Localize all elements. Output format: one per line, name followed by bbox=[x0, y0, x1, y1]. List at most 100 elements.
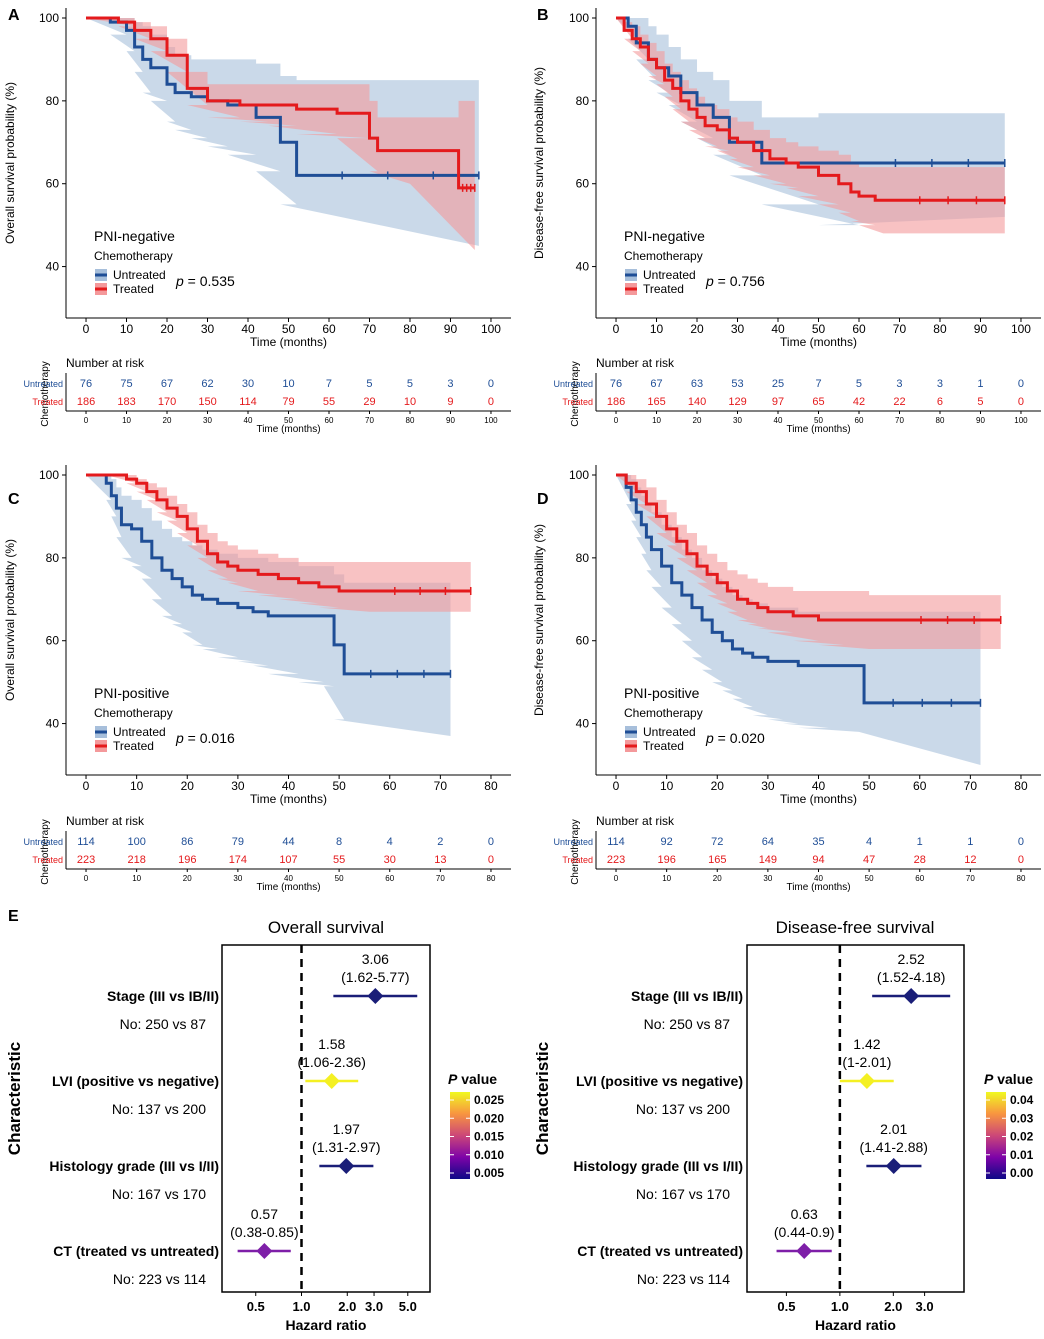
y-tick-label: 80 bbox=[46, 551, 60, 565]
x-tick-label: 20 bbox=[181, 779, 195, 793]
risk-value: 1 bbox=[977, 378, 983, 390]
ci-value-label: (1.52-4.18) bbox=[877, 969, 945, 985]
x-axis-title: Time (months) bbox=[780, 335, 857, 349]
risk-value: 25 bbox=[772, 378, 784, 390]
risk-value: 114 bbox=[77, 836, 95, 848]
risk-value: 63 bbox=[691, 378, 703, 390]
hr-point bbox=[903, 988, 920, 1004]
colorbar-tick-label: 0.00 bbox=[1010, 1166, 1034, 1180]
risk-value: 3 bbox=[447, 378, 453, 390]
risk-value: 62 bbox=[201, 378, 213, 390]
ci-band-treated bbox=[616, 475, 1001, 649]
risk-x-tick-label: 40 bbox=[814, 874, 823, 883]
colorbar-tick-label: 0.04 bbox=[1010, 1093, 1034, 1107]
risk-value: 7 bbox=[815, 378, 821, 390]
risk-table-title: Number at risk bbox=[66, 814, 145, 828]
risk-row-label: Treated bbox=[562, 397, 593, 407]
survival-curve-treated bbox=[86, 473, 471, 593]
risk-value: 72 bbox=[711, 836, 723, 848]
risk-x-tick-label: 20 bbox=[693, 416, 702, 425]
risk-x-tick-label: 90 bbox=[976, 416, 985, 425]
risk-x-tick-label: 10 bbox=[122, 416, 131, 425]
risk-x-tick-label: 80 bbox=[1017, 874, 1026, 883]
risk-table-x-title: Time (months) bbox=[786, 424, 850, 435]
risk-value: 13 bbox=[434, 854, 446, 866]
p-value-text: = 0.535 bbox=[184, 273, 235, 289]
risk-x-tick-label: 10 bbox=[652, 416, 661, 425]
risk-value: 5 bbox=[856, 378, 862, 390]
forest-panel-border bbox=[746, 944, 965, 1293]
x-tick-label: 0 bbox=[613, 322, 620, 336]
risk-x-tick-label: 10 bbox=[662, 874, 671, 883]
risk-x-tick-label: 40 bbox=[774, 416, 783, 425]
survival-curve-untreated bbox=[86, 473, 451, 676]
risk-x-tick-label: 100 bbox=[484, 416, 498, 425]
risk-value: 223 bbox=[77, 854, 95, 866]
risk-x-tick-label: 80 bbox=[487, 874, 496, 883]
x-tick-label: 10 bbox=[650, 322, 664, 336]
risk-table-x-title: Time (months) bbox=[256, 882, 320, 893]
risk-value: 29 bbox=[363, 396, 375, 408]
p-value-annotation: p = 0.016 bbox=[175, 730, 235, 746]
x-tick-label: 70 bbox=[434, 779, 448, 793]
legend-label: Untreated bbox=[643, 268, 696, 282]
risk-value: 22 bbox=[893, 396, 905, 408]
row-label: Stage (III vs IB/II) bbox=[631, 988, 743, 1004]
x-tick-label: 80 bbox=[933, 322, 947, 336]
colorbar-title-suffix: value bbox=[457, 1071, 497, 1087]
risk-value: 0 bbox=[1018, 396, 1024, 408]
hr-point bbox=[323, 1073, 340, 1089]
risk-x-tick-label: 50 bbox=[335, 874, 344, 883]
legend-label: Treated bbox=[643, 739, 684, 753]
hr-value-label: 0.57 bbox=[251, 1206, 278, 1222]
row-count: No: 167 vs 170 bbox=[636, 1186, 730, 1202]
risk-value: 114 bbox=[607, 836, 625, 848]
legend-label: Treated bbox=[643, 282, 684, 296]
risk-value: 186 bbox=[607, 396, 625, 408]
colorbar-tick-label: 0.01 bbox=[1010, 1148, 1034, 1162]
legend-subtitle: PNI-positive bbox=[94, 685, 170, 701]
colorbar-tick-label: 0.025 bbox=[474, 1093, 504, 1107]
risk-value: 35 bbox=[812, 836, 824, 848]
risk-row-label: Untreated bbox=[553, 837, 593, 847]
risk-x-tick-label: 60 bbox=[385, 874, 394, 883]
legend-subtitle: PNI-negative bbox=[94, 228, 175, 244]
y-tick-label: 80 bbox=[576, 551, 590, 565]
hr-point bbox=[367, 988, 384, 1004]
risk-value: 3 bbox=[896, 378, 902, 390]
y-tick-label: 40 bbox=[46, 717, 60, 731]
survival-curve-untreated bbox=[86, 16, 479, 177]
colorbar-tick-label: 0.020 bbox=[474, 1111, 504, 1125]
legend-subtitle: PNI-positive bbox=[624, 685, 700, 701]
p-value-text: = 0.756 bbox=[714, 273, 765, 289]
risk-x-tick-label: 60 bbox=[325, 416, 334, 425]
survival-curve-treated bbox=[86, 16, 475, 190]
x-tick-label: 50 bbox=[812, 322, 826, 336]
risk-row-label: Untreated bbox=[23, 837, 63, 847]
row-count: No: 137 vs 200 bbox=[636, 1101, 730, 1117]
risk-value: 76 bbox=[610, 378, 622, 390]
risk-value: 9 bbox=[447, 396, 453, 408]
risk-x-tick-label: 20 bbox=[163, 416, 172, 425]
risk-value: 174 bbox=[229, 854, 247, 866]
ci-value-label: (0.38-0.85) bbox=[230, 1224, 298, 1240]
risk-row-label: Treated bbox=[32, 397, 63, 407]
risk-value: 129 bbox=[728, 396, 746, 408]
risk-value: 149 bbox=[759, 854, 777, 866]
risk-x-tick-label: 30 bbox=[203, 416, 212, 425]
risk-value: 4 bbox=[866, 836, 872, 848]
y-tick-label: 100 bbox=[39, 468, 59, 482]
x-tick-label: 60 bbox=[852, 322, 866, 336]
x-tick-label: 0 bbox=[613, 779, 620, 793]
y-tick-label: 40 bbox=[576, 260, 590, 274]
row-label: Histology grade (III vs I/II) bbox=[49, 1158, 219, 1174]
survival-curve-treated bbox=[616, 473, 1001, 622]
risk-value: 12 bbox=[964, 854, 976, 866]
risk-value: 1 bbox=[967, 836, 973, 848]
colorbar-title-prefix: P bbox=[448, 1071, 458, 1087]
risk-x-tick-label: 80 bbox=[406, 416, 415, 425]
